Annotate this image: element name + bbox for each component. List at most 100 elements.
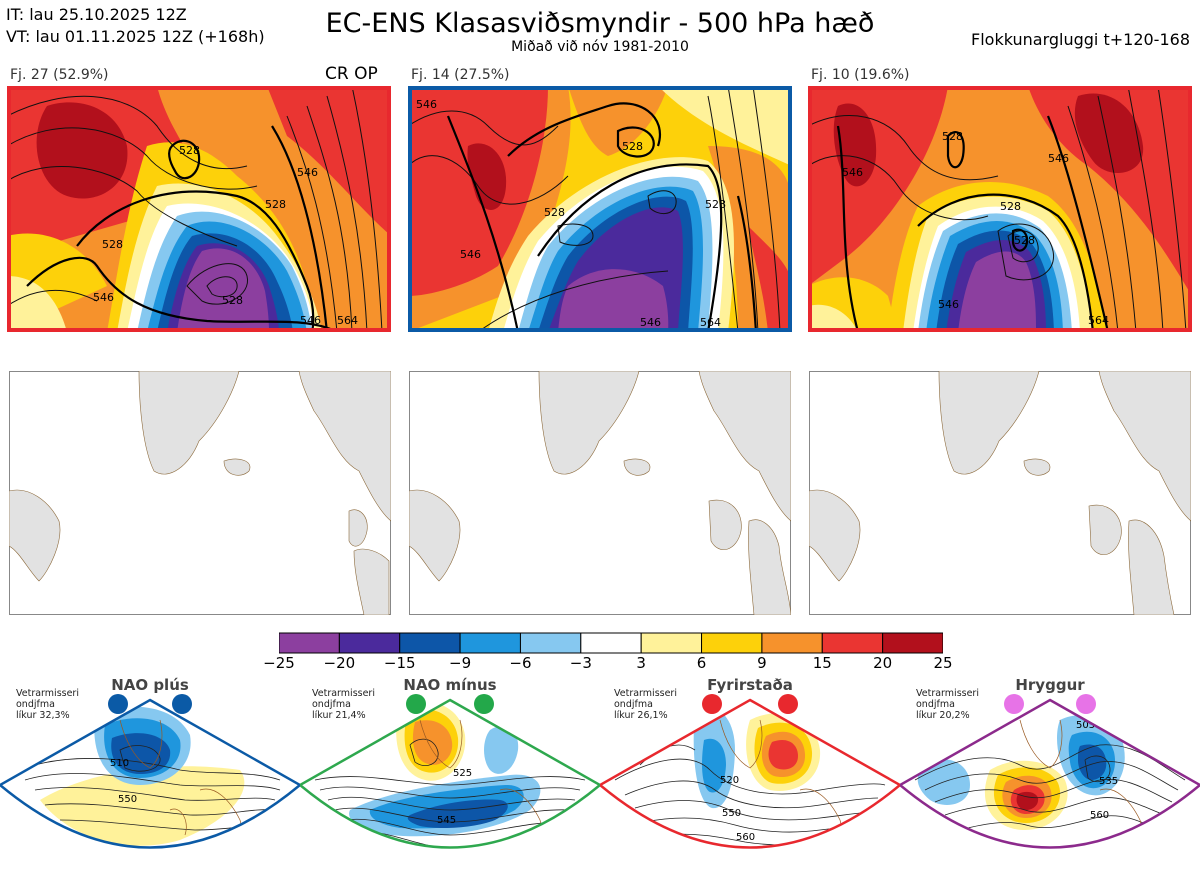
cluster-3-label: Fj. 10 (19.6%) [811, 67, 910, 83]
title-block: EC-ENS Klasasviðsmyndir - 500 hPa hæð Mi… [0, 8, 1200, 54]
stat-line: ondjfma [312, 699, 351, 710]
contour-label: 564 [337, 314, 358, 327]
colorbar-tick-label: −15 [383, 654, 416, 672]
regime-2-dot-right [474, 694, 494, 714]
regime-4-dot-left [1004, 694, 1024, 714]
contour-label: 546 [842, 166, 863, 179]
contour-label: 564 [700, 316, 721, 329]
stat-line: Vetrarmisseri [312, 688, 375, 699]
stat-line: Vetrarmisseri [916, 688, 979, 699]
stat-line: Vetrarmisseri [614, 688, 677, 699]
colorbar-swatch [882, 632, 943, 654]
colorbar-swatch [761, 632, 823, 654]
regime-1-dot-right [172, 694, 192, 714]
contour-label: 528 [705, 198, 726, 211]
regime-3-map: 520 550 560 [600, 694, 900, 849]
cluster-3-contour-labels: 528 546 546 528 528 546 564 [842, 130, 1109, 327]
contour-label: 528 [1014, 234, 1035, 247]
contour-label: 510 [110, 758, 129, 769]
cluster-1-map: 528 528 546 546 528 528 546 564 [7, 86, 391, 332]
cluster-2-label: Fj. 14 (27.5%) [411, 67, 510, 83]
contour-label: 546 [297, 166, 318, 179]
cluster-3-map: 528 546 546 528 528 546 564 [808, 86, 1192, 332]
contour-label: 528 [222, 294, 243, 307]
regime-1-title: NAO plús [111, 676, 189, 694]
init-valid-time-block: IT: lau 25.10.2025 12Z VT: lau 01.11.202… [6, 4, 265, 48]
cluster-1-contour-labels: 528 528 546 546 528 528 546 564 [93, 144, 358, 327]
valid-time: VT: lau 01.11.2025 12Z (+168h) [6, 27, 265, 46]
contour-label: 546 [460, 248, 481, 261]
colorbar-swatches [279, 632, 943, 654]
colorbar-swatch [519, 632, 582, 654]
regime-2-title: NAO mínus [403, 676, 497, 694]
regime-2-stats: Vetrarmisseri ondjfma líkur 21,4% [312, 688, 375, 721]
regime-4-title: Hryggur [1015, 676, 1085, 694]
land-map-3 [809, 371, 1191, 615]
regime-4-stats: Vetrarmisseri ondjfma líkur 20,2% [916, 688, 979, 721]
regime-1-dot-left [108, 694, 128, 714]
stat-line: líkur 26,1% [614, 710, 668, 721]
contour-label: 535 [1099, 776, 1118, 787]
regime-4-dot-right [1076, 694, 1096, 714]
contour-label: 550 [722, 808, 741, 819]
contour-label: 528 [179, 144, 200, 157]
contour-label: 546 [416, 98, 437, 111]
cluster-1-frame [7, 86, 391, 332]
colorbar-tick-label: −6 [509, 654, 532, 672]
contour-label: 525 [453, 768, 472, 779]
page-title: EC-ENS Klasasviðsmyndir - 500 hPa hæð [325, 8, 875, 39]
init-time: IT: lau 25.10.2025 12Z [6, 5, 187, 24]
regime-2-map: 525 545 565 [300, 694, 600, 863]
stat-line: ondjfma [16, 699, 55, 710]
colorbar-tick-label: 3 [636, 654, 646, 672]
colorbar-swatch [580, 632, 642, 654]
page-subtitle: Miðað við nóv 1981-2010 [511, 39, 689, 55]
colorbar-swatch [821, 632, 884, 654]
colorbar-tick-label: 9 [757, 654, 767, 672]
cluster-3-frame [808, 86, 1192, 332]
colorbar-tick-label: 15 [812, 654, 832, 672]
regime-3-dot-right [778, 694, 798, 714]
colorbar-swatch [459, 632, 521, 654]
colorbar-swatch [399, 632, 461, 654]
stat-line: líkur 32,3% [16, 710, 70, 721]
colorbar-swatch [279, 632, 340, 654]
contour-label: 520 [720, 775, 739, 786]
regime-1-stats: Vetrarmisseri ondjfma líkur 32,3% [16, 688, 79, 721]
contour-label: 565 [447, 852, 466, 863]
colorbar-tick-label: −20 [323, 654, 356, 672]
regime-4-frame [900, 698, 1200, 849]
colorbar-tick-label: 25 [933, 654, 953, 672]
contour-label: 564 [1088, 314, 1109, 327]
contour-label: 505 [1076, 720, 1095, 731]
land-map-1 [9, 371, 391, 615]
contour-label: 546 [93, 291, 114, 304]
stat-line: Vetrarmisseri [16, 688, 79, 699]
contour-label: 546 [640, 316, 661, 329]
regime-3-title: Fyrirstaða [707, 676, 793, 694]
colorbar-swatch [338, 632, 401, 654]
stat-line: ondjfma [916, 699, 955, 710]
cluster-2-frame [408, 86, 792, 332]
cluster-2-map: 546 528 528 528 546 546 564 [408, 86, 792, 332]
colorbar-tick-label: 20 [873, 654, 893, 672]
contour-label: 560 [1090, 810, 1109, 821]
regime-3-dot-left [702, 694, 722, 714]
stat-line: ondjfma [614, 699, 653, 710]
contour-label: 550 [118, 794, 137, 805]
contour-label: 528 [265, 198, 286, 211]
contour-label: 528 [942, 130, 963, 143]
regime-1-map: 510 550 [0, 694, 300, 849]
contour-label: 560 [736, 832, 755, 843]
regime-2-frame [300, 698, 600, 849]
regime-3-stats: Vetrarmisseri ondjfma líkur 26,1% [614, 688, 677, 721]
colorbar: −25 −20 −15 −9 −6 −3 3 6 9 15 20 25 [263, 632, 953, 672]
cluster-1-tag: CR OP [325, 64, 378, 84]
colorbar-tick-label: −3 [569, 654, 592, 672]
cluster-1-label: Fj. 27 (52.9%) [10, 67, 109, 83]
colorbar-swatch [640, 632, 703, 654]
contour-label: 528 [1000, 200, 1021, 213]
stat-line: líkur 21,4% [312, 710, 366, 721]
regime-3-frame [600, 698, 900, 849]
colorbar-tick-label: −25 [263, 654, 295, 672]
